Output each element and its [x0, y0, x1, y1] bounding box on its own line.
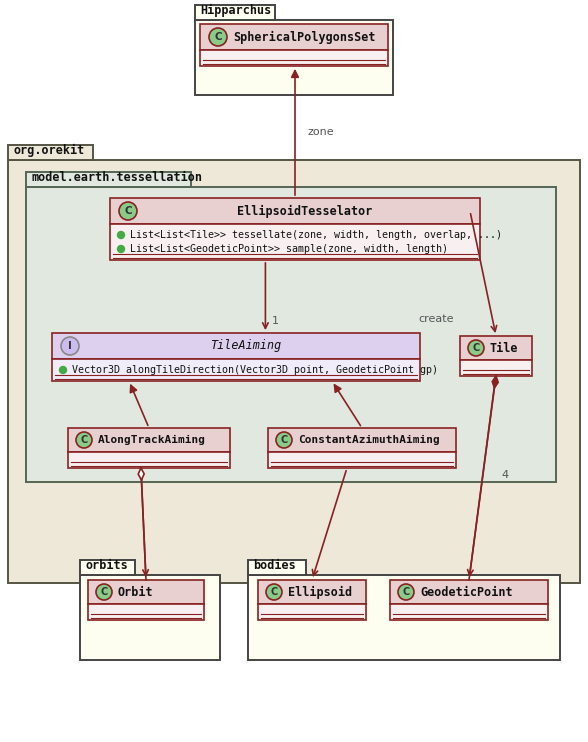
Text: C: C: [472, 343, 480, 353]
Circle shape: [96, 584, 112, 600]
Bar: [248, 560, 306, 575]
Bar: [248, 575, 560, 660]
Circle shape: [276, 432, 292, 448]
Polygon shape: [492, 376, 498, 388]
Bar: [68, 452, 230, 468]
Bar: [258, 604, 366, 620]
Bar: [390, 580, 548, 604]
Text: AlongTrackAiming: AlongTrackAiming: [98, 435, 206, 445]
Bar: [110, 224, 480, 260]
Text: List<List<GeodeticPoint>> sample(zone, width, length): List<List<GeodeticPoint>> sample(zone, w…: [130, 244, 448, 254]
Text: TileAiming: TileAiming: [211, 340, 282, 352]
Text: create: create: [418, 314, 453, 324]
Text: C: C: [402, 587, 410, 597]
Text: C: C: [270, 587, 278, 597]
Text: List<List<Tile>> tessellate(zone, width, length, overlap, ...): List<List<Tile>> tessellate(zone, width,…: [130, 230, 502, 240]
Bar: [52, 359, 420, 381]
Bar: [88, 604, 204, 620]
Bar: [195, 20, 393, 95]
Text: I: I: [68, 341, 72, 351]
Bar: [110, 198, 480, 224]
Circle shape: [76, 432, 92, 448]
Circle shape: [61, 337, 79, 355]
Bar: [68, 428, 230, 452]
Text: Ellipsoid: Ellipsoid: [288, 585, 352, 599]
Bar: [80, 560, 135, 575]
Text: EllipsoidTesselator: EllipsoidTesselator: [238, 205, 373, 217]
Text: C: C: [214, 32, 222, 42]
Text: GeodeticPoint: GeodeticPoint: [420, 585, 513, 599]
Bar: [268, 428, 456, 452]
Bar: [460, 336, 532, 360]
Text: Hipparchus: Hipparchus: [200, 4, 271, 17]
Bar: [26, 187, 556, 482]
Text: zone: zone: [307, 127, 333, 137]
Circle shape: [209, 28, 227, 46]
Circle shape: [266, 584, 282, 600]
Text: C: C: [101, 587, 108, 597]
Text: SphericalPolygonsSet: SphericalPolygonsSet: [233, 30, 375, 44]
Text: C: C: [124, 206, 132, 216]
Bar: [390, 604, 548, 620]
Bar: [460, 360, 532, 376]
Bar: [268, 452, 456, 468]
Circle shape: [398, 584, 414, 600]
Circle shape: [118, 246, 125, 252]
Bar: [80, 575, 220, 660]
Text: C: C: [280, 435, 288, 445]
Bar: [8, 145, 93, 160]
Bar: [26, 172, 191, 187]
Bar: [200, 50, 388, 66]
Text: Tile: Tile: [490, 341, 519, 355]
Text: bodies: bodies: [253, 559, 296, 572]
Bar: [200, 24, 388, 50]
Bar: [8, 160, 580, 583]
Text: ConstantAzimuthAiming: ConstantAzimuthAiming: [298, 435, 440, 445]
Text: C: C: [81, 435, 88, 445]
Bar: [88, 580, 204, 604]
Bar: [258, 580, 366, 604]
Bar: [52, 333, 420, 359]
Circle shape: [118, 232, 125, 238]
Text: 1: 1: [272, 316, 278, 326]
Text: Vector3D alongTileDirection(Vector3D point, GeodeticPoint gp): Vector3D alongTileDirection(Vector3D poi…: [72, 365, 438, 375]
Circle shape: [59, 367, 66, 373]
Bar: [195, 5, 275, 20]
Text: 4: 4: [501, 470, 508, 480]
Text: Orbit: Orbit: [118, 585, 153, 599]
Circle shape: [119, 202, 137, 220]
Text: org.orekit: org.orekit: [13, 144, 84, 157]
Text: model.earth.tessellation: model.earth.tessellation: [31, 171, 202, 184]
Circle shape: [468, 340, 484, 356]
Polygon shape: [138, 468, 144, 480]
Text: orbits: orbits: [85, 559, 128, 572]
